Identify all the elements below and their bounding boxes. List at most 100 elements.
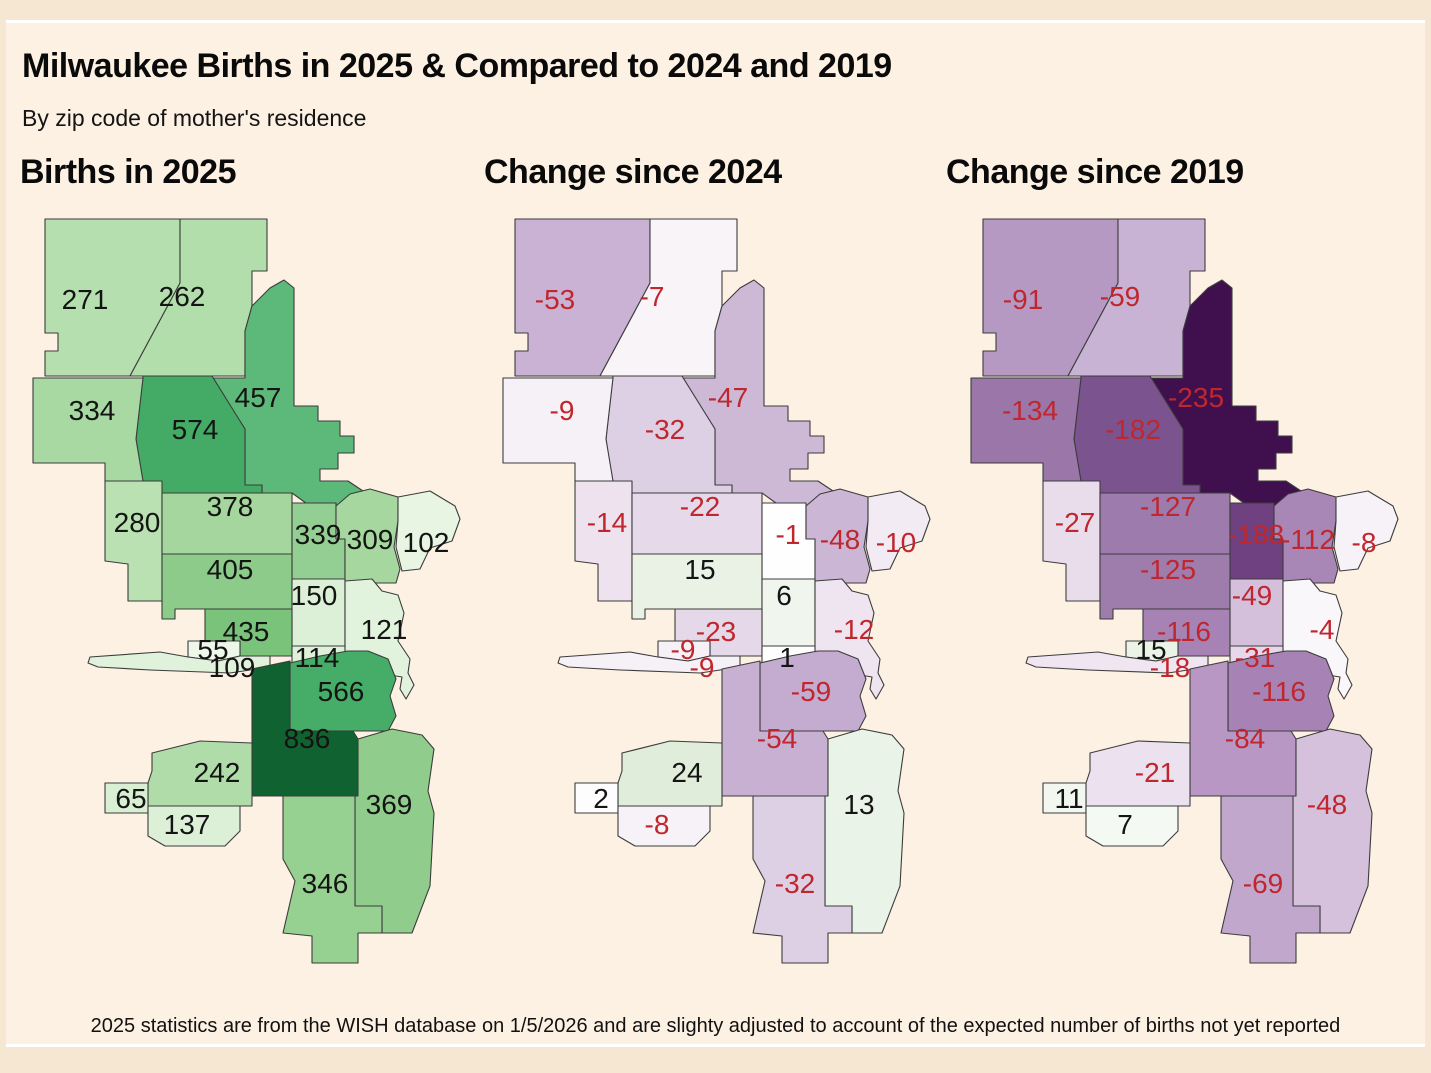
region-value-label-r01: -91 (1003, 284, 1043, 315)
region-value-label-r11: -125 (1140, 554, 1196, 585)
region-value-label-r23: 369 (366, 789, 413, 820)
region-value-label-r17: 109 (209, 652, 256, 683)
region-value-label-r09: -48 (820, 524, 860, 555)
region-value-label-r07: -127 (1140, 491, 1196, 522)
region-shape-r09 (1273, 488, 1339, 584)
region-shape-r05 (502, 377, 614, 482)
region-value-label-r23: 13 (843, 789, 874, 820)
region-shape-r23 (824, 728, 905, 934)
choropleth-map-change-2019: -91 -59 -235-182 -134 -27 -127 -188-112 -8 -125 -… (970, 218, 1399, 964)
region-value-label-r22: 137 (164, 809, 211, 840)
region-value-label-r03: -47 (708, 382, 748, 413)
region-value-label-r22: -8 (645, 809, 670, 840)
region-value-label-r12: 150 (291, 580, 338, 611)
region-shape-r24 (282, 795, 383, 964)
region-shape-r10 (395, 490, 461, 572)
region-shape-r11 (161, 553, 293, 620)
region-value-label-r03: -235 (1168, 382, 1224, 413)
region-value-label-r09: -112 (1281, 524, 1335, 555)
region-value-label-r24: -69 (1243, 868, 1283, 899)
region-value-label-r21: 11 (1054, 783, 1083, 814)
region-value-label-r14: -4 (1310, 614, 1335, 645)
plot-canvas: Milwaukee Births in 2025 & Compared to 2… (6, 20, 1425, 1047)
region-value-label-r02: -59 (1100, 281, 1140, 312)
region-value-label-r17: -18 (1150, 652, 1190, 683)
region-shape-r22 (617, 805, 711, 847)
region-value-label-r02: 262 (159, 281, 206, 312)
region-value-label-r08: -188 (1228, 519, 1284, 550)
region-shape-r24 (752, 795, 853, 964)
region-value-label-r19: -54 (757, 723, 797, 754)
region-value-label-r02: -7 (640, 281, 665, 312)
region-shape-r17 (557, 651, 741, 674)
region-value-label-r24: 346 (302, 868, 349, 899)
footnote: 2025 statistics are from the WISH databa… (90, 1015, 1341, 1037)
panel-heading-change-2024: Change since 2024 (484, 153, 782, 191)
region-value-label-r10: -8 (1352, 527, 1377, 558)
region-value-label-r14: 121 (361, 614, 408, 645)
region-shape-r17 (1025, 651, 1209, 674)
region-shape-r10 (1333, 490, 1399, 572)
region-value-label-r06: -14 (587, 507, 627, 538)
region-value-label-r23: -48 (1307, 789, 1347, 820)
region-value-label-r20: 24 (671, 757, 702, 788)
region-value-label-r21: 65 (115, 783, 146, 814)
region-value-label-r18: -116 (1252, 676, 1306, 707)
region-shape-r19 (1189, 660, 1297, 797)
region-value-label-r11: 405 (207, 554, 254, 585)
region-shape-r24 (1220, 795, 1321, 964)
page-subtitle: By zip code of mother's residence (22, 105, 367, 131)
region-value-label-r05: -134 (1002, 395, 1058, 426)
region-value-label-r14: -12 (834, 614, 874, 645)
region-value-label-r15: -31 (1235, 642, 1275, 673)
region-value-label-r04: 574 (172, 414, 219, 445)
region-value-label-r16: 55 (197, 634, 228, 665)
region-value-label-r11: 15 (684, 554, 715, 585)
region-shape-r23 (1292, 728, 1373, 934)
region-value-label-r06: 280 (114, 507, 161, 538)
region-value-label-r21: 2 (593, 783, 609, 814)
region-value-label-r19: 836 (284, 723, 331, 754)
region-value-label-r15: 114 (295, 642, 340, 673)
region-shape-r05 (970, 377, 1082, 482)
region-value-label-r20: 242 (194, 757, 241, 788)
region-shape-r20 (617, 740, 723, 807)
choropleth-map-births-2025: 271 262 457 574 334 280 378 339 309 102 405 150 435 1… (32, 218, 461, 964)
region-shape-r09 (335, 488, 401, 584)
region-shape-r09 (805, 488, 871, 584)
region-value-label-r07: 378 (207, 491, 254, 522)
region-value-label-r05: -9 (550, 395, 575, 426)
region-shape-r22 (147, 805, 241, 847)
region-value-label-r10: 102 (403, 527, 450, 558)
region-shape-r10 (865, 490, 931, 572)
region-value-label-r20: -21 (1135, 757, 1175, 788)
region-value-label-r01: -53 (535, 284, 575, 315)
region-shape-r06 (1042, 480, 1101, 602)
region-value-label-r08: 339 (295, 519, 342, 550)
region-value-label-r06: -27 (1055, 507, 1095, 538)
region-value-label-r04: -32 (645, 414, 685, 445)
region-value-label-r04: -182 (1105, 414, 1161, 445)
region-value-label-r13: -116 (1157, 616, 1211, 647)
region-value-label-r12: -49 (1232, 580, 1272, 611)
region-value-label-r24: -32 (775, 868, 815, 899)
region-shape-r22 (1085, 805, 1179, 847)
region-value-label-r22: 7 (1117, 809, 1133, 840)
region-value-label-r17: -9 (690, 652, 715, 683)
region-value-label-r05: 334 (69, 395, 116, 426)
region-shape-r19 (251, 660, 359, 797)
region-value-label-r18: -59 (791, 676, 831, 707)
region-value-label-r09: 309 (347, 524, 394, 555)
region-shape-r06 (104, 480, 163, 602)
region-value-label-r12: 6 (776, 580, 792, 611)
page-title: Milwaukee Births in 2025 & Compared to 2… (22, 47, 892, 85)
panel-heading-change-2019: Change since 2019 (946, 153, 1244, 191)
region-value-label-r15: 1 (779, 642, 795, 673)
region-value-label-r18: 566 (318, 676, 365, 707)
region-value-label-r16: 15 (1135, 634, 1166, 665)
region-value-label-r10: -10 (876, 527, 916, 558)
region-value-label-r08: -1 (776, 519, 801, 550)
region-value-label-r16: -9 (671, 634, 696, 665)
region-shape-r11 (631, 553, 763, 620)
region-shape-r17 (87, 651, 271, 674)
